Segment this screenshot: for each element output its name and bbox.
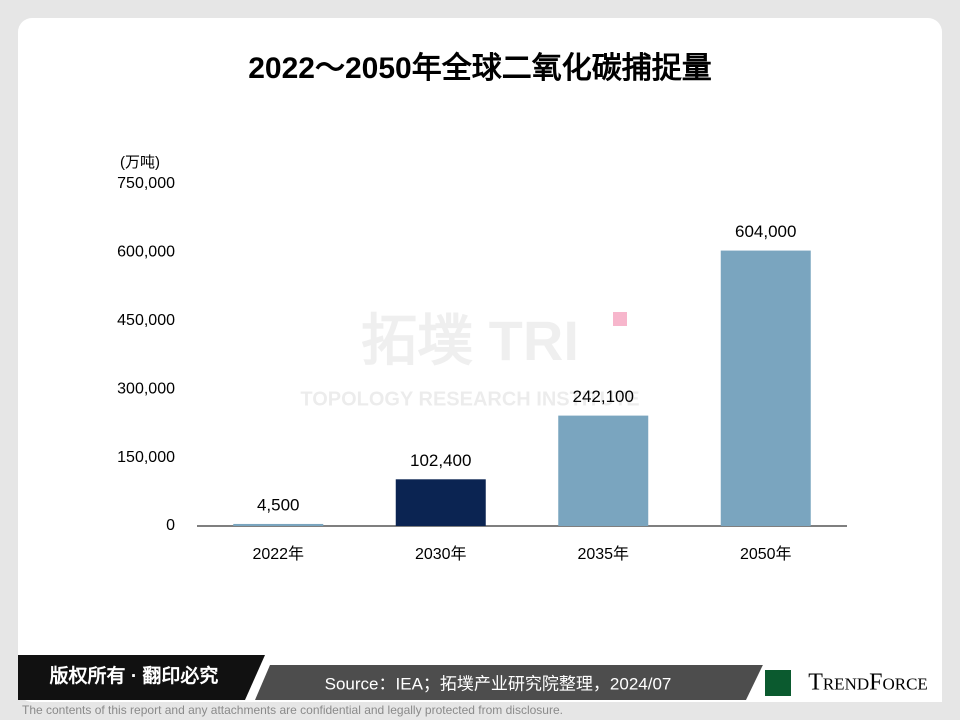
bar bbox=[558, 415, 649, 526]
brand-icon bbox=[765, 670, 791, 696]
bar bbox=[395, 479, 486, 526]
x-tick-label: 2022年 bbox=[252, 545, 304, 563]
x-tick-label: 2030年 bbox=[415, 545, 467, 563]
copyright: 版权所有 · 翻印必究 bbox=[50, 664, 219, 687]
y-tick-label: 150,000 bbox=[117, 449, 175, 466]
watermark-logo: 拓墣 TRI bbox=[361, 309, 579, 372]
y-tick-label: 450,000 bbox=[117, 312, 175, 329]
value-label: 4,500 bbox=[257, 495, 300, 514]
value-label: 102,400 bbox=[410, 451, 471, 470]
y-tick-label: 0 bbox=[166, 517, 175, 534]
brand: TrendForce bbox=[808, 670, 928, 696]
footer-band bbox=[18, 655, 265, 700]
value-label: 604,000 bbox=[735, 222, 796, 241]
chart-title: 2022～2050年全球二氧化碳捕捉量 bbox=[248, 51, 711, 85]
decoration bbox=[613, 312, 627, 326]
y-tick-label: 750,000 bbox=[117, 175, 175, 192]
source: Source：IEA；拓墣产业研究院整理，2024/07 bbox=[325, 674, 672, 693]
bar bbox=[720, 250, 811, 527]
x-tick-label: 2035年 bbox=[577, 545, 629, 563]
card bbox=[18, 18, 942, 702]
y-axis-label: (万吨) bbox=[120, 154, 160, 171]
y-tick-label: 300,000 bbox=[117, 380, 175, 397]
logo-band bbox=[745, 640, 942, 702]
plot: 0 150,000 300,000 450,000 600,000 750,000 2022… bbox=[117, 175, 847, 563]
bar bbox=[233, 523, 324, 526]
watermark-name: TOPOLOGY RESEARCH INSTITUTE bbox=[300, 388, 639, 410]
y-tick-label: 600,000 bbox=[117, 244, 175, 261]
source-band bbox=[255, 665, 770, 700]
x-tick-label: 2050年 bbox=[740, 545, 792, 563]
value-label: 242,100 bbox=[573, 387, 634, 406]
disclaimer: The contents of this report and any atta… bbox=[22, 703, 563, 717]
